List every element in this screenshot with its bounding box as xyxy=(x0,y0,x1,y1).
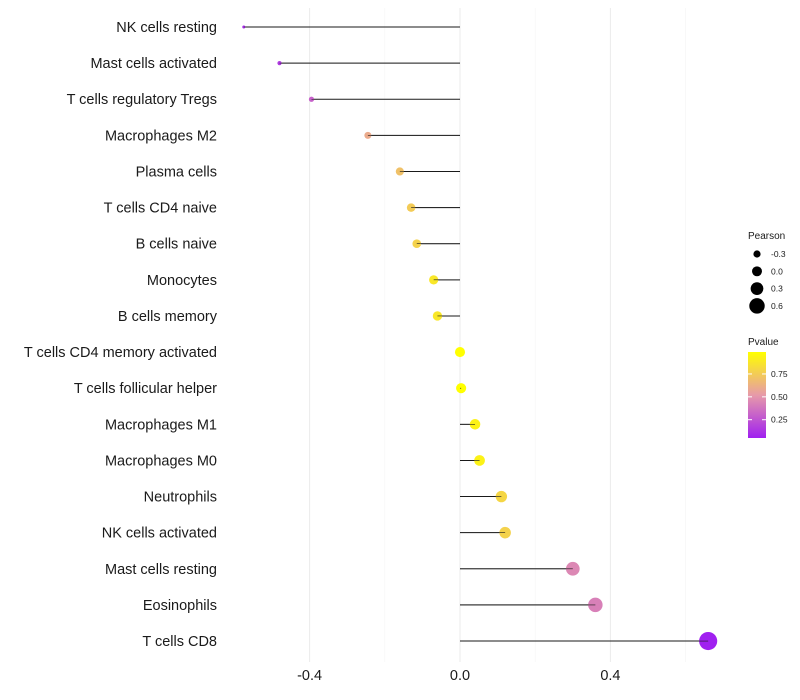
size-legend-key xyxy=(753,250,761,258)
y-tick-label: T cells CD4 naive xyxy=(104,201,217,217)
y-tick-label: Plasma cells xyxy=(136,164,217,180)
size-legend-label: 0.0 xyxy=(771,266,783,276)
y-tick-label: Monocytes xyxy=(147,273,217,289)
y-tick-label: Eosinophils xyxy=(143,598,217,614)
y-tick-label: NK cells resting xyxy=(116,20,217,36)
y-tick-label: Macrophages M2 xyxy=(105,128,217,144)
x-tick-label: -0.4 xyxy=(297,668,322,684)
color-legend-bar xyxy=(748,352,766,438)
y-tick-label: T cells follicular helper xyxy=(74,381,217,397)
y-tick-label: T cells regulatory Tregs xyxy=(67,92,217,108)
x-tick-label: 0.4 xyxy=(600,668,620,684)
x-axis-labels: -0.4 0.0 0.4 xyxy=(297,668,620,684)
stems xyxy=(243,26,709,642)
size-legend-key xyxy=(752,266,762,277)
y-tick-label: Mast cells resting xyxy=(105,562,217,578)
y-tick-label: Macrophages M0 xyxy=(105,453,217,469)
data-point xyxy=(454,347,466,358)
x-tick-label: 0.0 xyxy=(450,668,470,684)
color-legend-label: 0.50 xyxy=(771,392,788,402)
y-tick-label: Mast cells activated xyxy=(90,56,217,72)
data-point xyxy=(565,561,580,576)
y-tick-label: T cells CD4 memory activated xyxy=(24,345,217,361)
size-legend: Pearson -0.3 0.0 0.3 0.6 xyxy=(748,231,786,314)
color-legend-label: 0.75 xyxy=(771,369,788,379)
color-legend: Pvalue 0.25 0.50 0.75 xyxy=(748,337,788,438)
points xyxy=(242,25,718,651)
grid-lines xyxy=(309,8,686,662)
y-tick-label: T cells CD8 xyxy=(142,634,217,650)
size-legend-label: -0.3 xyxy=(771,249,786,259)
data-point xyxy=(699,631,718,651)
y-tick-label: Neutrophils xyxy=(144,490,217,506)
y-tick-label: B cells naive xyxy=(136,237,217,253)
color-legend-title: Pvalue xyxy=(748,337,779,348)
y-axis-labels: NK cells resting Mast cells activated T ce… xyxy=(24,20,218,650)
y-tick-label: NK cells activated xyxy=(102,526,217,542)
size-legend-key xyxy=(749,298,765,314)
size-legend-label: 0.3 xyxy=(771,284,783,294)
size-legend-label: 0.6 xyxy=(771,301,783,311)
size-legend-title: Pearson xyxy=(748,231,785,242)
y-tick-label: B cells memory xyxy=(118,309,218,325)
color-legend-label: 0.25 xyxy=(771,415,788,425)
y-tick-label: Macrophages M1 xyxy=(105,417,217,433)
size-legend-key xyxy=(750,282,764,295)
